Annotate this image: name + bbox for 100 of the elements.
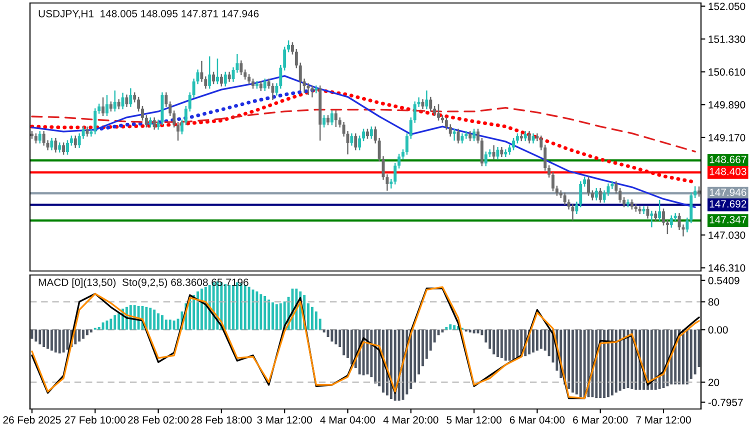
bar	[172, 320, 176, 330]
y-tick-label: 149.890	[708, 101, 746, 109]
candlestick	[437, 104, 440, 122]
candlestick	[370, 126, 373, 140]
y-tick-label: 151.330	[708, 36, 746, 43]
candlestick	[394, 162, 397, 186]
line-series	[31, 106, 696, 152]
candlestick	[548, 164, 551, 178]
candlestick	[480, 137, 484, 167]
bar	[449, 324, 452, 330]
candlestick	[496, 146, 500, 160]
x-tick-label: 28 Feb 02:00	[128, 416, 189, 424]
x-tick-label: 6 Mar 04:00	[510, 416, 565, 424]
candlestick	[358, 135, 362, 151]
candlestick	[630, 198, 634, 210]
candlestick	[362, 128, 366, 142]
candlestick	[38, 130, 42, 144]
x-tick-label: 28 Feb 18:00	[191, 416, 252, 424]
bar	[149, 308, 152, 330]
candlestick	[252, 78, 254, 90]
candlestick	[240, 60, 243, 76]
bar	[622, 330, 626, 389]
bar	[34, 330, 38, 342]
candlestick	[571, 203, 574, 222]
ref-line-label: 148.403	[710, 168, 746, 176]
candlestick	[658, 199, 662, 222]
candlestick	[212, 71, 216, 85]
bar	[532, 330, 534, 352]
candlestick	[452, 128, 456, 142]
candlestick	[125, 94, 128, 108]
candlestick	[366, 128, 369, 140]
x-tick-label: 3 Mar 12:00	[257, 416, 312, 424]
bar	[650, 330, 653, 390]
candlestick	[552, 171, 554, 192]
bar	[54, 330, 57, 352]
candlestick	[54, 137, 58, 154]
candlestick	[512, 137, 515, 151]
bar	[114, 315, 116, 330]
bar	[516, 330, 519, 359]
bar	[161, 315, 164, 330]
candlestick	[74, 135, 77, 149]
bar	[30, 330, 34, 339]
x-tick-label: 26 Feb 2025	[3, 416, 61, 424]
candlestick	[528, 130, 531, 144]
candlestick	[137, 96, 140, 112]
bar	[256, 291, 258, 330]
candlestick	[42, 130, 46, 146]
candlestick	[180, 119, 184, 135]
bar	[78, 330, 81, 342]
bar	[58, 330, 61, 354]
bar	[453, 325, 456, 330]
y-tick-label: 150.610	[708, 68, 746, 76]
bar	[579, 330, 582, 398]
bar	[472, 330, 476, 334]
bar	[540, 330, 542, 349]
candlestick	[113, 90, 116, 112]
candlestick	[590, 190, 594, 201]
x-tick-label: 5 Mar 12:00	[446, 416, 502, 424]
bar	[334, 330, 338, 344]
bar	[468, 330, 472, 332]
bar	[508, 330, 511, 361]
candlestick	[34, 132, 38, 144]
bar	[314, 311, 318, 330]
bar	[228, 285, 231, 330]
candlestick	[563, 192, 566, 206]
bar	[342, 330, 346, 356]
bar	[658, 330, 661, 389]
bar	[62, 330, 65, 352]
candlestick	[141, 105, 144, 122]
candlestick	[200, 60, 204, 82]
candlestick	[662, 208, 665, 226]
candlestick	[666, 219, 669, 235]
candlestick	[148, 116, 152, 128]
candlestick	[484, 150, 488, 167]
candlestick	[646, 206, 650, 220]
candlestick	[287, 40, 290, 53]
bar	[390, 330, 392, 399]
bar	[42, 330, 46, 348]
candlestick	[310, 84, 314, 98]
bar	[330, 330, 334, 342]
candlestick	[144, 114, 148, 128]
bar	[82, 330, 85, 339]
bar	[441, 330, 444, 332]
candlestick	[555, 185, 558, 196]
bar	[366, 330, 369, 374]
bar	[445, 326, 448, 330]
y-tick-label: -0.7957	[708, 398, 743, 406]
bar	[646, 330, 649, 390]
candlestick	[622, 196, 626, 208]
bar	[272, 302, 274, 330]
candlestick	[102, 96, 104, 117]
bar	[654, 330, 657, 390]
candlestick	[117, 98, 120, 110]
bar	[38, 330, 42, 344]
bar	[268, 300, 270, 330]
bar	[224, 284, 227, 330]
candlestick	[263, 78, 266, 92]
candlestick	[220, 73, 223, 88]
bar	[583, 330, 586, 398]
candlestick	[448, 124, 452, 138]
